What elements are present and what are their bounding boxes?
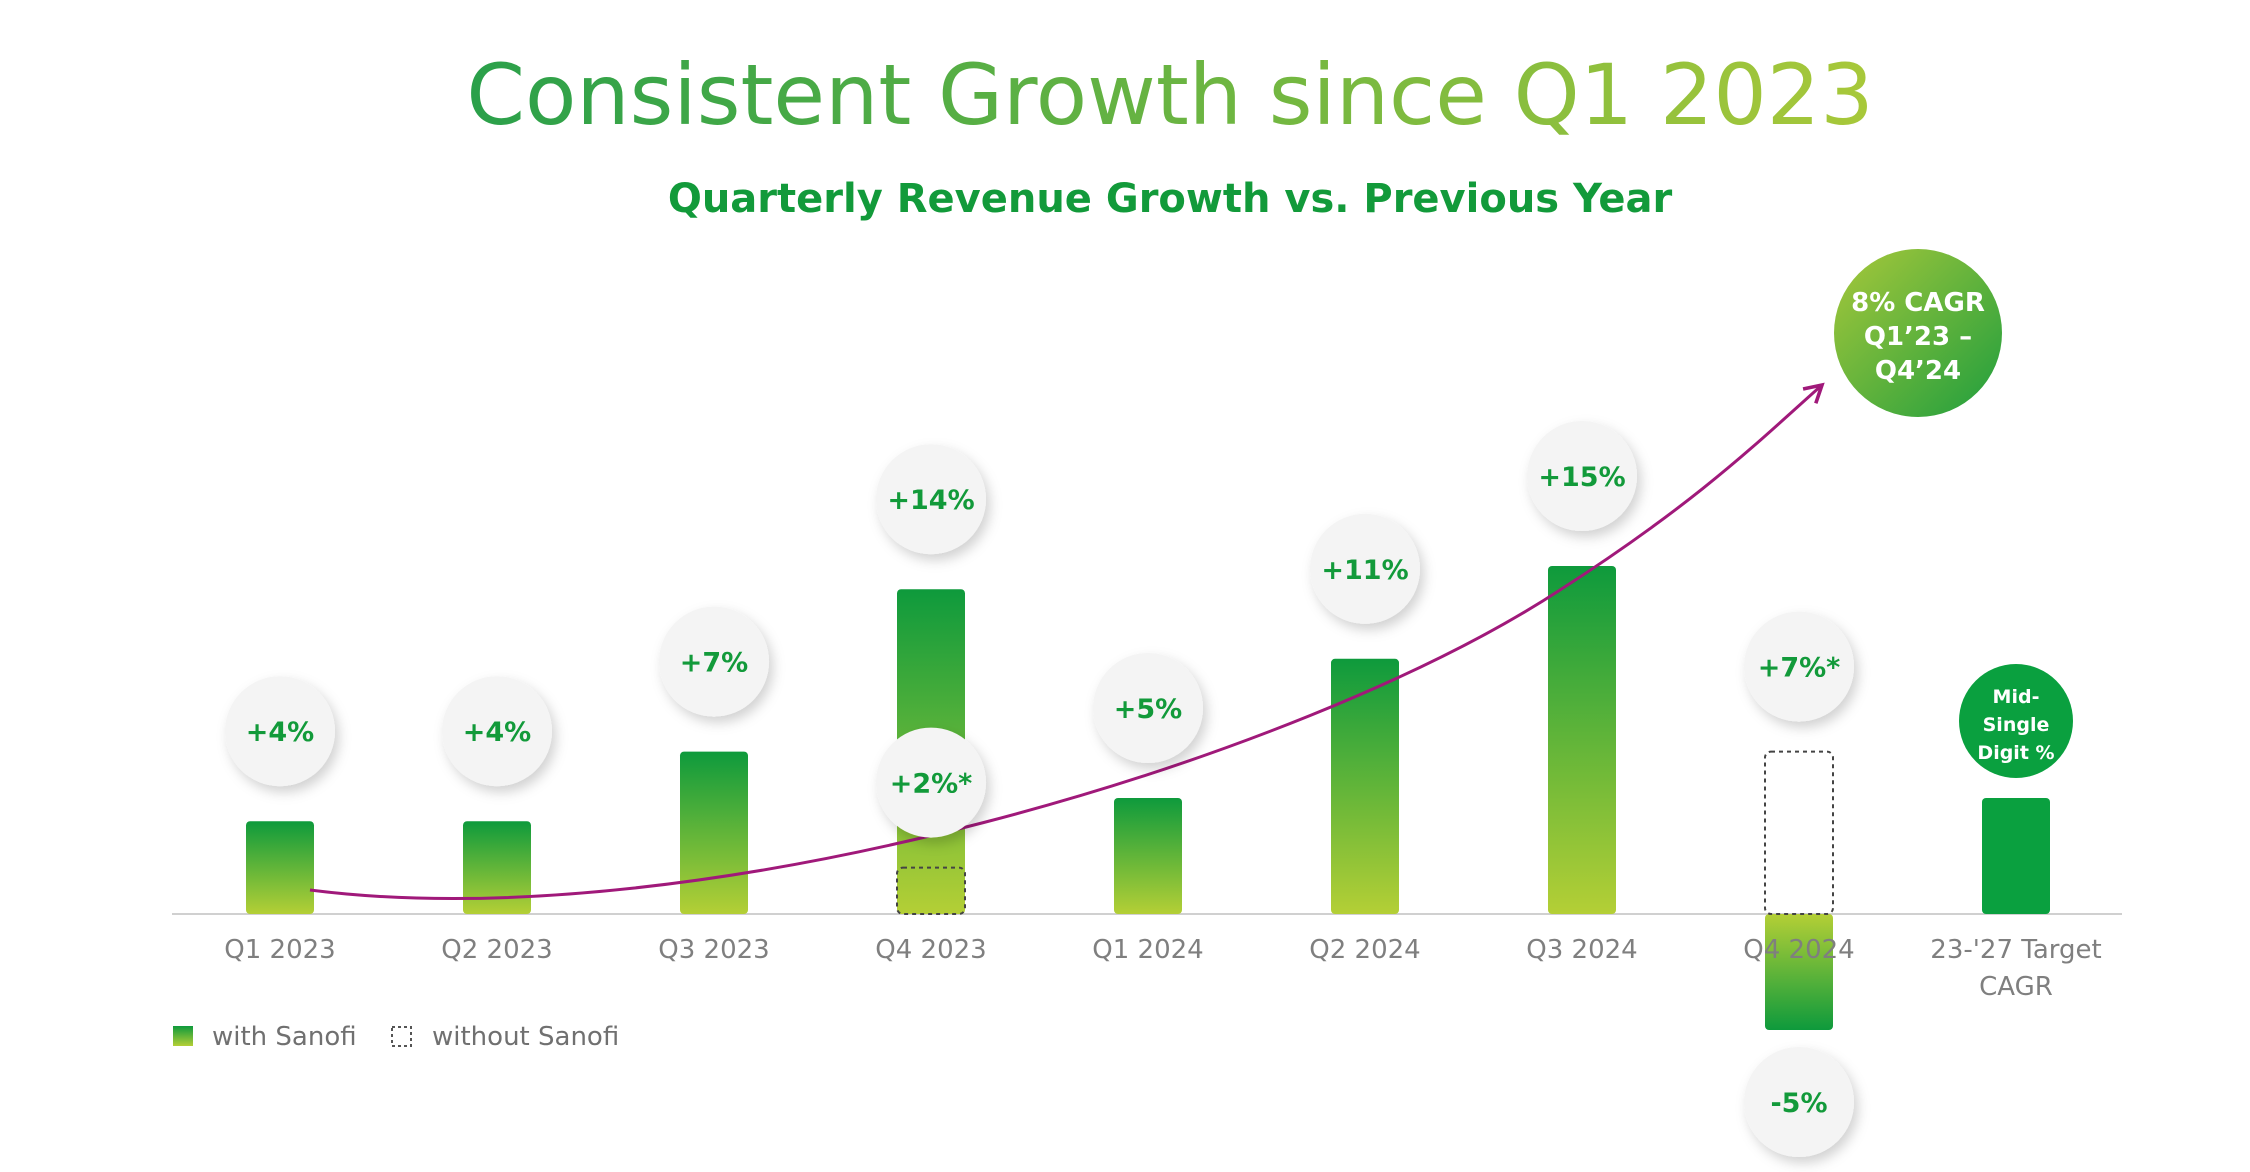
data-label: +15% — [1538, 462, 1625, 493]
value-bubble-with-sanofi: +4% — [442, 676, 552, 787]
x-tick-label: Q1 2024 — [1092, 935, 1203, 965]
bar-target-cagr — [1982, 798, 2050, 914]
category-labels: Q1 2023 Q2 2023 Q3 2023 Q4 2023 Q1 2024 Q2 20… — [224, 935, 2101, 1002]
legend-label-without: without Sanofi — [432, 1022, 619, 1052]
data-label: +11% — [1321, 555, 1408, 586]
legend-label-with: with Sanofi — [212, 1022, 357, 1052]
bubbles-layer: +4% +4% +7% +14% +5% +11% +15% -5% +2%* +7%* Mid- S… — [225, 421, 2073, 1157]
cagr-line-1: 8% CAGR — [1851, 288, 1985, 318]
legend-swatch-with — [173, 1026, 193, 1046]
x-tick-label: CAGR — [1979, 972, 2053, 1002]
value-bubble-circle — [1744, 611, 1854, 722]
value-bubble-circle — [1093, 653, 1203, 763]
bar-with-sanofi — [463, 821, 531, 914]
value-bubble-circle — [659, 606, 769, 717]
data-label: +2%* — [890, 769, 973, 800]
bar-with-sanofi — [1114, 798, 1182, 914]
x-tick-label: Q4 2023 — [875, 935, 986, 965]
data-label: +4% — [246, 717, 314, 748]
x-tick-label: Q3 2024 — [1526, 935, 1637, 965]
value-bubble-with-sanofi: +5% — [1093, 653, 1203, 763]
x-tick-label: Q3 2023 — [658, 935, 769, 965]
bar-with-sanofi — [1548, 566, 1616, 914]
data-label: +14% — [887, 485, 974, 516]
x-tick-label: Q2 2023 — [441, 935, 552, 965]
trend-arrow — [309, 382, 1825, 900]
value-bubble-with-sanofi: +14% — [876, 444, 986, 555]
value-bubble-circle — [876, 444, 986, 555]
data-label: +7% — [680, 648, 748, 679]
value-bubble-circle — [1527, 421, 1637, 531]
target-bubble-line: Single — [1983, 714, 2050, 736]
bar-with-sanofi — [1765, 914, 1833, 1030]
value-bubble-with-sanofi: -5% — [1744, 1047, 1854, 1157]
cagr-bubble: 8% CAGR Q1’23 – Q4’24 — [1834, 249, 2002, 417]
legend-swatch-without — [391, 1026, 412, 1047]
bars-layer — [246, 566, 2050, 1030]
cagr-bubble-circle — [1834, 249, 2002, 417]
value-bubble-with-sanofi: +11% — [1310, 513, 1420, 624]
cagr-line-2: Q1’23 – — [1864, 322, 1972, 352]
target-bubble-line: Digit % — [1977, 742, 2054, 764]
value-bubble-with-sanofi: +4% — [225, 676, 335, 787]
x-tick-label: 23-'27 Target — [1930, 935, 2101, 965]
value-bubble-without-sanofi: +2%* — [876, 727, 986, 838]
x-tick-label: Q4 2024 — [1743, 935, 1854, 965]
data-label: +7%* — [1758, 653, 1841, 684]
x-tick-label: Q2 2024 — [1309, 935, 1420, 965]
chart-subtitle: Quarterly Revenue Growth vs. Previous Ye… — [668, 176, 1673, 222]
value-bubble-circle — [225, 676, 335, 787]
cagr-line-3: Q4’24 — [1875, 356, 1961, 386]
target-bubble-circle — [1959, 664, 2073, 778]
value-bubble-circle — [876, 727, 986, 838]
bar-without-sanofi — [1764, 750, 1834, 915]
legend: with Sanofi without Sanofi — [173, 1022, 619, 1052]
target-bubble-line: Mid- — [1993, 686, 2040, 708]
bar-with-sanofi — [246, 821, 314, 914]
bar-with-sanofi — [1331, 658, 1399, 914]
data-label: -5% — [1770, 1088, 1827, 1119]
data-label: +5% — [1114, 694, 1182, 725]
value-bubble-with-sanofi: +7% — [659, 606, 769, 717]
bar-without-sanofi — [896, 866, 966, 915]
trend-layer — [309, 382, 1825, 900]
data-label: +4% — [463, 717, 531, 748]
value-bubble-circle — [442, 676, 552, 787]
value-bubble-circle — [1310, 513, 1420, 624]
x-tick-label: Q1 2023 — [224, 935, 335, 965]
page-title: Consistent Growth since Q1 2023 — [466, 46, 1873, 144]
value-bubble-without-sanofi: +7%* — [1744, 611, 1854, 722]
target-bubble: Mid- Single Digit % — [1959, 664, 2073, 778]
bar-with-sanofi — [680, 751, 748, 914]
value-bubble-with-sanofi: +15% — [1527, 421, 1637, 531]
value-bubble-circle — [1744, 1047, 1854, 1157]
